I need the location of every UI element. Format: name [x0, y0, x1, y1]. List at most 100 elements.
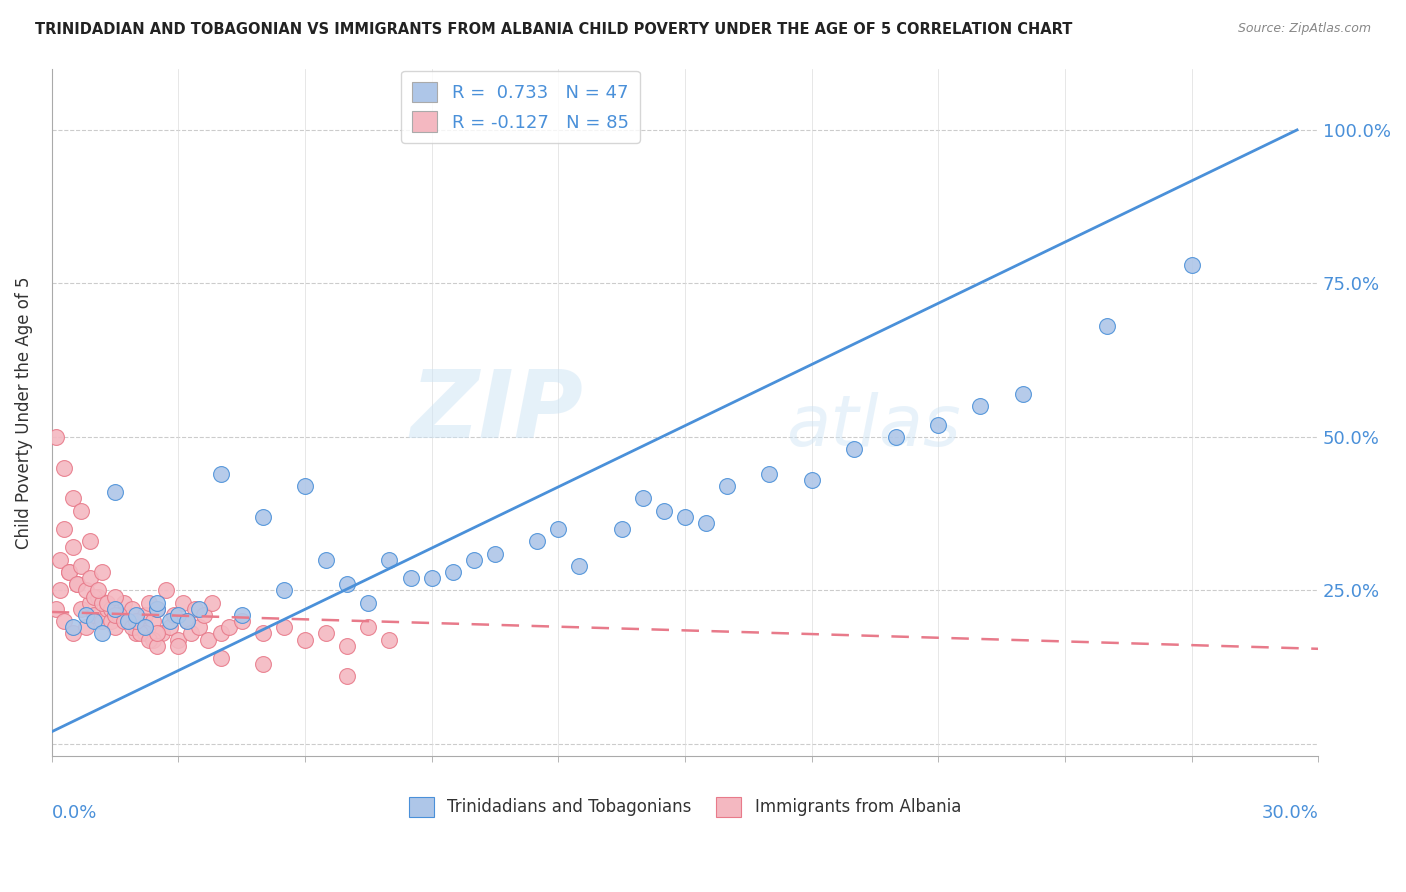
Point [117, 614, 139, 628]
Point [112, 596, 135, 610]
Point [150, 626, 173, 640]
Point [336, 577, 359, 591]
Point [91, 596, 114, 610]
Point [83, 607, 105, 622]
Point [129, 620, 152, 634]
Point [484, 547, 506, 561]
Point [121, 602, 143, 616]
Point [252, 657, 274, 672]
Point [83, 614, 105, 628]
Point [716, 479, 738, 493]
Point [294, 632, 316, 647]
Point [420, 571, 443, 585]
Point [159, 620, 181, 634]
Point [463, 553, 485, 567]
Point [155, 583, 177, 598]
Point [134, 607, 156, 622]
Point [927, 417, 949, 432]
Point [83, 590, 105, 604]
Point [294, 479, 316, 493]
Point [315, 626, 337, 640]
Point [108, 607, 131, 622]
Point [167, 639, 190, 653]
Point [138, 632, 160, 647]
Point [273, 583, 295, 598]
Point [62, 491, 84, 506]
Point [91, 565, 114, 579]
Point [142, 614, 165, 628]
Point [357, 596, 380, 610]
Point [758, 467, 780, 481]
Point [180, 626, 202, 640]
Point [1180, 258, 1202, 272]
Text: Source: ZipAtlas.com: Source: ZipAtlas.com [1237, 22, 1371, 36]
Point [87, 583, 110, 598]
Point [100, 614, 122, 628]
Point [1011, 387, 1033, 401]
Point [159, 614, 181, 628]
Point [176, 614, 198, 628]
Point [62, 541, 84, 555]
Point [87, 590, 110, 604]
Text: TRINIDADIAN AND TOBAGONIAN VS IMMIGRANTS FROM ALBANIA CHILD POVERTY UNDER THE AG: TRINIDADIAN AND TOBAGONIAN VS IMMIGRANTS… [35, 22, 1073, 37]
Point [568, 558, 591, 573]
Point [70, 503, 93, 517]
Point [108, 607, 131, 622]
Point [631, 491, 654, 506]
Point [146, 602, 169, 616]
Point [188, 602, 211, 616]
Point [79, 596, 101, 610]
Point [547, 522, 569, 536]
Point [96, 602, 118, 616]
Point [142, 632, 165, 647]
Point [167, 607, 190, 622]
Point [399, 571, 422, 585]
Point [125, 614, 148, 628]
Point [58, 565, 80, 579]
Point [138, 596, 160, 610]
Point [104, 590, 127, 604]
Point [45, 430, 67, 444]
Point [45, 602, 67, 616]
Point [146, 639, 169, 653]
Point [66, 577, 89, 591]
Point [121, 620, 143, 634]
Point [209, 467, 232, 481]
Point [62, 620, 84, 634]
Point [91, 626, 114, 640]
Point [62, 626, 84, 640]
Point [441, 565, 464, 579]
Point [673, 509, 696, 524]
Point [336, 669, 359, 683]
Point [112, 614, 135, 628]
Point [104, 602, 127, 616]
Point [117, 614, 139, 628]
Point [610, 522, 633, 536]
Point [336, 639, 359, 653]
Point [146, 626, 169, 640]
Point [53, 614, 76, 628]
Point [231, 614, 253, 628]
Point [842, 442, 865, 457]
Point [184, 602, 207, 616]
Point [197, 632, 219, 647]
Point [167, 632, 190, 647]
Point [378, 553, 401, 567]
Point [193, 607, 215, 622]
Point [104, 485, 127, 500]
Point [1095, 319, 1118, 334]
Point [129, 626, 152, 640]
Point [96, 596, 118, 610]
Point [58, 565, 80, 579]
Text: atlas: atlas [786, 392, 960, 460]
Point [218, 620, 240, 634]
Point [49, 553, 72, 567]
Point [652, 503, 675, 517]
Point [884, 430, 907, 444]
Point [70, 602, 93, 616]
Point [695, 516, 717, 530]
Point [75, 620, 97, 634]
Point [176, 614, 198, 628]
Point [117, 614, 139, 628]
Point [526, 534, 548, 549]
